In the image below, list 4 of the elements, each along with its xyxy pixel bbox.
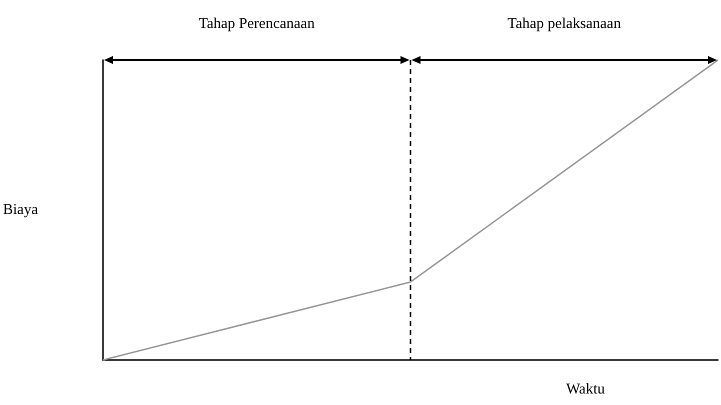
text: Tahap Perencanaan [198,16,315,33]
text: Tahap pelaksanaan [507,16,621,33]
y-axis-title: Biaya [2,202,38,218]
x-axis-title: Waktu [566,382,606,398]
